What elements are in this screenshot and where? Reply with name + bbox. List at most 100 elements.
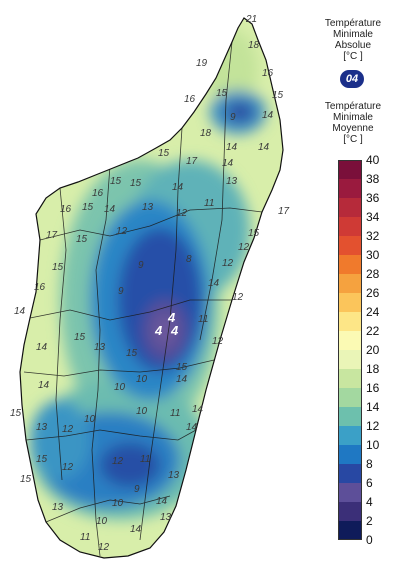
- station-value: 12: [112, 456, 124, 467]
- station-value: 15: [216, 88, 228, 99]
- station-value: 17: [278, 206, 290, 217]
- color-scale-tick-label: 38: [366, 172, 380, 186]
- color-scale-tick-label: 40: [366, 153, 380, 167]
- color-scale-step: [338, 407, 362, 427]
- station-value: 14: [130, 524, 142, 535]
- station-value: 19: [196, 58, 208, 69]
- color-scale-tick-label: 2: [366, 514, 373, 528]
- color-scale-tick-label: 6: [366, 476, 373, 490]
- station-value: 16: [34, 282, 46, 293]
- station-value: 9: [138, 260, 144, 271]
- color-scale-tick-label: 0: [366, 533, 373, 547]
- color-scale-step: [338, 293, 362, 313]
- station-value: 9: [118, 286, 124, 297]
- station-value: 17: [46, 230, 58, 241]
- station-value: 14: [176, 374, 188, 385]
- station-value: 11: [198, 314, 208, 325]
- station-value: 12: [98, 542, 110, 553]
- station-value: 11: [170, 408, 180, 419]
- color-scale-step: [338, 160, 362, 180]
- station-value: 15: [76, 234, 88, 245]
- color-scale-tick-label: 32: [366, 229, 380, 243]
- color-scale-step: [338, 445, 362, 465]
- color-scale-step: [338, 236, 362, 256]
- station-value: 10: [112, 498, 124, 509]
- color-scale-step: [338, 464, 362, 484]
- station-value: 13: [94, 342, 106, 353]
- station-value: 13: [142, 202, 154, 213]
- absolute-min-value: 4: [170, 323, 179, 338]
- abs-title-line-3: Absolue: [334, 40, 372, 51]
- color-scale-tick-label: 26: [366, 286, 380, 300]
- station-value: 10: [84, 414, 96, 425]
- abs-title-line-1: Température: [324, 18, 382, 29]
- station-value: 12: [238, 242, 250, 253]
- moy-title-line-1: Température: [324, 101, 382, 112]
- station-value: 16: [184, 94, 196, 105]
- station-value: 14: [38, 380, 50, 391]
- color-scale-tick-label: 34: [366, 210, 380, 224]
- station-value: 14: [222, 158, 234, 169]
- absolute-min-title: Température Minimale Absolue [°C ]: [306, 18, 400, 62]
- station-value: 18: [248, 40, 260, 51]
- station-value: 15: [272, 90, 284, 101]
- color-scale-step: [338, 350, 362, 370]
- station-value: 12: [212, 336, 224, 347]
- color-scale-tick-label: 28: [366, 267, 380, 281]
- color-scale-tick-label: 22: [366, 324, 380, 338]
- station-value: 13: [52, 502, 64, 513]
- station-value: 15: [158, 148, 170, 159]
- station-value: 14: [208, 278, 220, 289]
- station-value: 14: [258, 142, 270, 153]
- station-value: 21: [245, 14, 257, 25]
- station-value: 9: [230, 112, 236, 123]
- station-value: 14: [104, 204, 116, 215]
- color-scale-step: [338, 521, 362, 540]
- station-value: 15: [126, 348, 138, 359]
- station-value: 14: [226, 142, 238, 153]
- color-scale-step: [338, 388, 362, 408]
- station-value: 12: [232, 292, 244, 303]
- station-value: 14: [192, 404, 204, 415]
- station-value: 13: [160, 512, 172, 523]
- station-value: 10: [136, 374, 148, 385]
- moy-title-line-4: [°C ]: [343, 134, 363, 145]
- station-value: 16: [262, 68, 274, 79]
- station-value: 18: [200, 128, 212, 139]
- station-value: 13: [36, 422, 48, 433]
- color-scale-step: [338, 426, 362, 446]
- station-value: 10: [96, 516, 108, 527]
- station-value: 14: [186, 422, 198, 433]
- moy-title-line-3: Moyenne: [332, 123, 374, 134]
- moy-title-line-2: Minimale: [332, 112, 373, 123]
- station-value: 16: [92, 188, 104, 199]
- abs-title-line-4: [°C ]: [343, 51, 363, 62]
- station-value: 15: [130, 178, 142, 189]
- color-scale-step: [338, 179, 362, 199]
- station-value: 10: [114, 382, 126, 393]
- color-scale-step: [338, 502, 362, 522]
- station-value: 14: [14, 306, 26, 317]
- station-value: 15: [52, 262, 64, 273]
- absolute-min-value: 4: [167, 310, 176, 325]
- station-value: 12: [176, 208, 188, 219]
- color-scale-step: [338, 312, 362, 332]
- coastline: [19, 17, 284, 559]
- color-scale-step: [338, 369, 362, 389]
- absolute-min-badge: 04: [340, 70, 364, 88]
- station-value: 12: [62, 462, 74, 473]
- station-value: 13: [226, 176, 238, 187]
- station-value: 13: [168, 470, 180, 481]
- station-value: 15: [82, 202, 94, 213]
- station-value: 11: [80, 532, 90, 543]
- station-value: 15: [110, 176, 122, 187]
- station-value: 17: [186, 156, 198, 167]
- color-scale-step: [338, 255, 362, 275]
- station-value: 11: [140, 454, 150, 465]
- color-scale-step: [338, 483, 362, 503]
- color-scale-tick-label: 30: [366, 248, 380, 262]
- station-value: 15: [176, 362, 188, 373]
- color-scale-border: [338, 160, 362, 540]
- mean-min-title: Température Minimale Moyenne [°C ]: [306, 101, 400, 145]
